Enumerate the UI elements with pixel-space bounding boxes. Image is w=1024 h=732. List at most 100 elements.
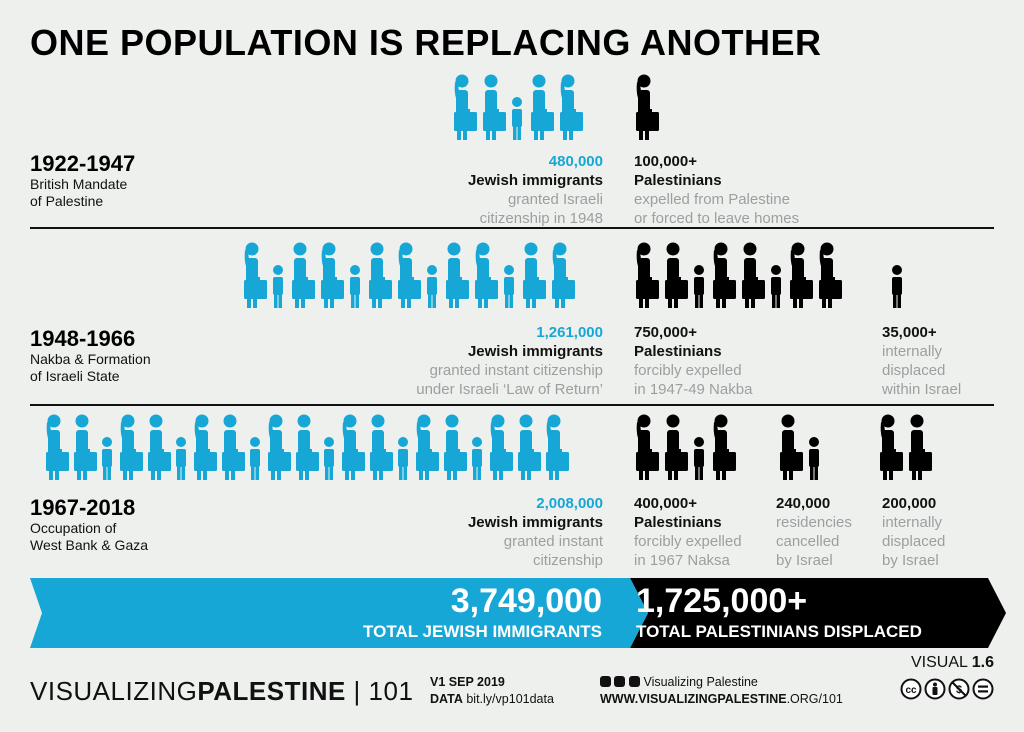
- period-desc-line1: Occupation of: [30, 520, 117, 536]
- stat-sub: under Israeli ‘Law of Return’: [416, 381, 603, 398]
- person-with-suitcase-icon: [148, 414, 171, 480]
- person-with-suitcase-icon: [819, 242, 842, 308]
- data-url[interactable]: bit.ly/vp101data: [466, 692, 554, 706]
- jewish-total-arrow: [30, 578, 630, 648]
- stat-sub: internally: [882, 514, 943, 531]
- stat-value: 400,000+: [634, 495, 697, 512]
- stat-value: 35,000+: [882, 324, 937, 341]
- banner-arrows: [30, 578, 1006, 648]
- child-person-icon: [398, 437, 408, 480]
- palestinian-stat: 100,000+ Palestinians expelled from Pale…: [634, 152, 854, 228]
- stat-value: 750,000+: [634, 324, 697, 341]
- brand-light: VISUALIZING: [30, 676, 198, 706]
- child-person-icon: [512, 97, 522, 140]
- stat-label: Jewish immigrants: [467, 514, 603, 531]
- person-with-suitcase-icon: [909, 414, 932, 480]
- palestinian-stat: 750,000+ Palestinians forcibly expelled …: [634, 323, 814, 399]
- brand-logo: VISUALIZINGPALESTINE | 101: [30, 676, 414, 706]
- person-with-suitcase-icon: [546, 414, 569, 480]
- stat-value: 1,261,000: [536, 324, 603, 341]
- child-person-icon: [350, 265, 360, 308]
- brand-bold: PALESTINE: [197, 676, 346, 706]
- stat-sub: in 1947-49 Nakba: [634, 381, 753, 398]
- stat-value: 100,000+: [634, 153, 697, 170]
- facebook-icon[interactable]: [628, 676, 640, 687]
- license-icons: cc $: [900, 678, 994, 705]
- jewish-immigrant-icons: [240, 240, 576, 310]
- twitter-icon[interactable]: [614, 676, 626, 687]
- person-with-suitcase-icon: [321, 242, 344, 308]
- stat-value: 2,008,000: [536, 495, 603, 512]
- child-person-icon: [250, 437, 260, 480]
- person-with-suitcase-icon: [244, 242, 267, 308]
- period-desc-line1: Nakba & Formation: [30, 351, 151, 367]
- visual-num: 1.6: [971, 654, 994, 671]
- stat-label: Jewish immigrants: [467, 343, 603, 360]
- person-with-suitcase-icon: [120, 414, 143, 480]
- stat-sub: displaced: [882, 533, 946, 550]
- section-divider: [30, 227, 994, 229]
- stat-label: Palestinians: [634, 514, 722, 531]
- palestinian-displaced-icons: [632, 240, 843, 310]
- person-with-suitcase-icon: [880, 414, 903, 480]
- palestinian-total-label: TOTAL PALESTINIANS DISPLACED: [636, 622, 922, 641]
- person-with-suitcase-icon: [665, 242, 688, 308]
- instagram-icon[interactable]: [600, 676, 611, 687]
- person-with-suitcase-icon: [369, 242, 392, 308]
- child-person-icon: [102, 437, 112, 480]
- stat-value: 480,000: [548, 153, 603, 170]
- period-1948-1966: 1948-1966 Nakba & Formation of Israeli S…: [30, 327, 151, 385]
- child-person-icon: [809, 437, 819, 480]
- person-with-suitcase-icon: [416, 414, 439, 480]
- person-with-suitcase-icon: [454, 74, 477, 140]
- palestinian-stat: 35,000+ internally displaced within Isra…: [882, 323, 992, 399]
- person-with-suitcase-icon: [74, 414, 97, 480]
- palestinian-displaced-icons: [776, 412, 823, 482]
- jewish-stat: 480,000 Jewish immigrants granted Israel…: [380, 152, 603, 228]
- person-with-suitcase-icon: [713, 414, 736, 480]
- brand-number: 101: [368, 676, 414, 706]
- social-handle: Visualizing Palestine: [643, 675, 758, 689]
- period-years: 1948-1966: [30, 326, 136, 351]
- child-person-icon: [694, 265, 704, 308]
- jewish-total-label: TOTAL JEWISH IMMIGRANTS: [363, 622, 602, 641]
- palestinian-stat: 200,000 internally displaced by Israel: [882, 494, 992, 570]
- svg-text:cc: cc: [905, 685, 917, 696]
- stat-sub: forcibly expelled: [634, 533, 742, 550]
- person-with-suitcase-icon: [518, 414, 541, 480]
- person-with-suitcase-icon: [742, 242, 765, 308]
- jewish-stat: 1,261,000 Jewish immigrants granted inst…: [360, 323, 603, 399]
- stat-sub: displaced: [882, 362, 946, 379]
- person-with-suitcase-icon: [552, 242, 575, 308]
- child-person-icon: [176, 437, 186, 480]
- version: V1: [430, 675, 446, 689]
- stat-label: Palestinians: [634, 172, 722, 189]
- period-desc-line2: West Bank & Gaza: [30, 537, 149, 553]
- person-with-suitcase-icon: [194, 414, 217, 480]
- person-with-suitcase-icon: [636, 242, 659, 308]
- palestinian-total-arrow: [630, 578, 1006, 648]
- stat-sub: citizenship: [532, 552, 603, 569]
- person-with-suitcase-icon: [790, 242, 813, 308]
- person-with-suitcase-icon: [370, 414, 393, 480]
- arrow-tip: [604, 578, 648, 648]
- jewish-stat: 2,008,000 Jewish immigrants granted inst…: [400, 494, 603, 570]
- palestinian-displaced-icons: [876, 412, 933, 482]
- child-person-icon: [504, 265, 514, 308]
- palestinian-displaced-icons: [632, 72, 660, 142]
- stat-sub: citizenship in 1948: [479, 210, 603, 227]
- person-with-suitcase-icon: [222, 414, 245, 480]
- palestinian-total-value: 1,725,000+: [636, 582, 808, 620]
- website-link[interactable]: WWW.VISUALIZINGPALESTINE.ORG/101: [600, 691, 843, 708]
- person-with-suitcase-icon: [531, 74, 554, 140]
- stat-sub: internally: [882, 343, 943, 360]
- person-with-suitcase-icon: [292, 242, 315, 308]
- stat-sub: within Israel: [882, 381, 962, 398]
- cc-icon: cc: [900, 678, 922, 700]
- stat-sub: by Israel: [882, 552, 939, 569]
- person-with-suitcase-icon: [483, 74, 506, 140]
- palestinian-displaced-icons: [888, 240, 906, 310]
- child-person-icon: [324, 437, 334, 480]
- site-bold: VISUALIZINGPALESTINE: [638, 692, 787, 706]
- child-person-icon: [472, 437, 482, 480]
